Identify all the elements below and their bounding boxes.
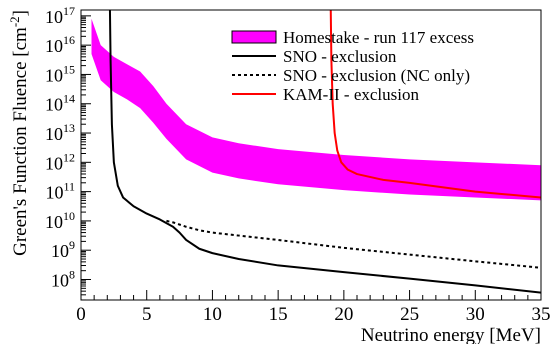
legend-label: Homestake - run 117 excess xyxy=(283,28,474,47)
y-tick-label: 1014 xyxy=(45,92,75,115)
y-tick-label: 1013 xyxy=(45,121,75,144)
legend-label: SNO - exclusion (NC only) xyxy=(283,66,470,85)
axes: 0 5 10 15 20 25 30 3510810910101011101210131014… xyxy=(45,4,551,325)
x-tick-label: 0 xyxy=(76,304,86,325)
y-tick-label: 1016 xyxy=(45,33,75,56)
legend-label: SNO - exclusion xyxy=(283,47,397,66)
series-line-2 xyxy=(166,219,541,269)
series-line-1 xyxy=(108,10,541,294)
x-tick-label: 10 xyxy=(203,304,222,325)
x-tick-label: 30 xyxy=(466,304,485,325)
series-band-0 xyxy=(91,18,541,201)
axis-labels: Neutrino energy [MeV] Green's Function Fl… xyxy=(7,10,541,344)
x-tick-label: 35 xyxy=(532,304,551,325)
x-tick-label: 5 xyxy=(142,304,152,325)
legend-swatch xyxy=(231,30,277,44)
legend-label: KAM-II - exclusion xyxy=(283,85,419,104)
x-axis-label: Neutrino energy [MeV] xyxy=(361,325,541,344)
y-tick-label: 1015 xyxy=(45,62,75,85)
plot-frame xyxy=(80,9,542,301)
x-tick-label: 20 xyxy=(334,304,353,325)
x-tick-label: 25 xyxy=(400,304,419,325)
x-tick-label: 15 xyxy=(269,304,288,325)
series-line-3 xyxy=(329,10,541,199)
y-tick-label: 109 xyxy=(51,238,75,261)
y-tick-label: 108 xyxy=(51,267,75,290)
y-tick-label: 1011 xyxy=(45,180,75,203)
y-tick-label: 1010 xyxy=(45,209,75,232)
plot-area xyxy=(91,10,541,294)
y-axis-label: Green's Function Fluence [cm-2] xyxy=(7,10,31,256)
y-tick-label: 1012 xyxy=(45,150,75,173)
y-tick-label: 1017 xyxy=(45,4,75,27)
